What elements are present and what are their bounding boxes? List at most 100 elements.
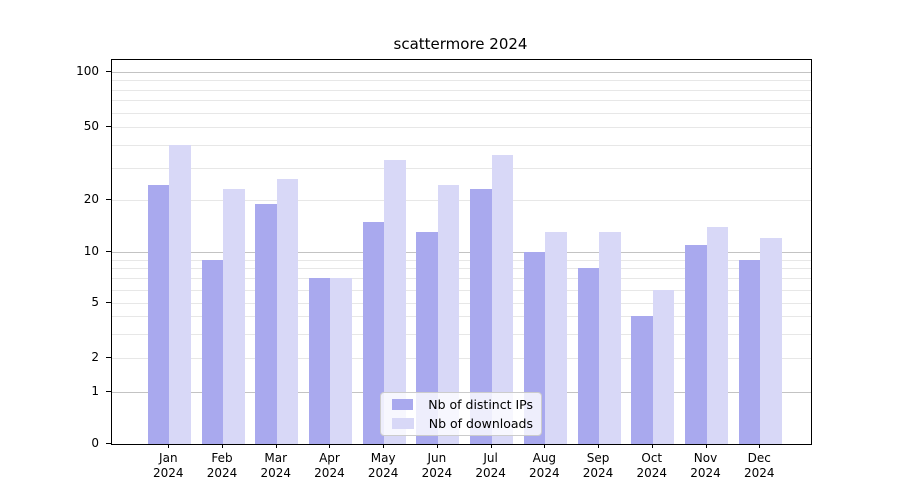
x-tick-mark: [168, 444, 170, 448]
bar-downloads-oct: [652, 289, 675, 444]
y-tick-mark: [106, 391, 111, 392]
y-tick-mark: [106, 199, 111, 200]
bar-downloads-feb: [223, 188, 245, 444]
gridline-minor: [112, 144, 811, 146]
bar-ips-sep: [577, 268, 600, 444]
bar-ips-jul: [470, 188, 492, 444]
x-tick-month: Feb: [211, 451, 233, 465]
x-tick-month: May: [370, 451, 396, 465]
bar-downloads-sep: [599, 232, 621, 444]
x-tick-mark: [705, 444, 707, 448]
x-tick-label: Jun 2024: [405, 451, 469, 481]
x-tick-mark: [275, 444, 277, 448]
legend-swatch-downloads: [392, 418, 414, 430]
x-tick-label: Sep 2024: [566, 451, 630, 481]
x-tick-year: 2024: [475, 466, 506, 480]
bar-downloads-nov: [706, 226, 728, 444]
bar-downloads-jan: [169, 144, 191, 444]
x-tick-label: Jan 2024: [136, 451, 200, 481]
x-tick-year: 2024: [367, 466, 399, 480]
gridline-minor: [112, 89, 811, 91]
x-tick-label: Jul 2024: [459, 451, 523, 481]
x-tick-month: Oct: [641, 451, 663, 465]
x-tick-mark: [598, 444, 600, 448]
y-tick-label: 20: [83, 192, 99, 206]
x-tick-mark: [436, 444, 438, 448]
x-tick-mark: [383, 444, 385, 448]
bar-downloads-dec: [760, 238, 782, 444]
bar-ips-dec: [738, 259, 761, 444]
gridline-minor: [112, 200, 811, 201]
x-tick-label: Feb 2024: [190, 451, 254, 481]
y-tick-mark: [106, 71, 111, 72]
x-tick-year: 2024: [743, 466, 775, 480]
legend-label: Nb of distinct IPs: [428, 396, 533, 412]
x-tick-year: 2024: [690, 466, 721, 480]
x-tick-label: Aug 2024: [512, 451, 576, 481]
gridline-minor: [112, 316, 811, 318]
x-tick-label: Mar 2024: [244, 451, 308, 481]
bar-downloads-jul: [491, 155, 514, 444]
x-tick-mark: [544, 444, 546, 448]
bar-downloads-aug: [545, 232, 567, 444]
bar-downloads-jun: [437, 185, 460, 444]
y-tick-label: 50: [83, 119, 99, 133]
gridline-minor: [112, 100, 811, 102]
x-tick-month: Aug: [532, 451, 557, 465]
x-tick-year: 2024: [636, 466, 668, 480]
gridline-minor: [112, 127, 811, 128]
x-tick-month: Apr: [319, 451, 340, 465]
bar-ips-jan: [147, 185, 170, 444]
gridline-minor: [112, 112, 811, 114]
bar-ips-apr: [308, 278, 331, 444]
x-tick-year: 2024: [314, 466, 345, 480]
legend-swatch-ips: [392, 398, 414, 410]
bar-downloads-apr: [330, 278, 352, 444]
bar-ips-jun: [416, 232, 438, 444]
x-tick-year: 2024: [260, 466, 291, 480]
y-tick-label: 0: [91, 436, 99, 450]
gridline-minor: [112, 80, 811, 82]
x-tick-year: 2024: [421, 466, 453, 480]
x-tick-year: 2024: [206, 466, 238, 480]
y-tick-label: 10: [83, 244, 99, 258]
bar-ips-may: [362, 221, 385, 444]
x-tick-label: Nov 2024: [674, 451, 738, 481]
legend-label: Nb of downloads: [428, 416, 533, 432]
x-tick-month: Jul: [483, 451, 498, 465]
bar-downloads-may: [384, 160, 406, 444]
y-tick-label: 2: [91, 350, 99, 364]
x-tick-mark: [329, 444, 331, 448]
y-tick-mark: [106, 443, 111, 444]
bar-ips-oct: [631, 316, 653, 444]
gridline-minor: [112, 278, 811, 280]
plot-area: [111, 59, 812, 445]
chart-title: scattermore 2024: [393, 35, 528, 53]
x-tick-year: 2024: [529, 466, 560, 480]
y-tick-label: 5: [91, 295, 99, 309]
x-tick-mark: [759, 444, 761, 448]
x-tick-label: Apr 2024: [297, 451, 361, 481]
gridline-minor: [112, 259, 811, 261]
y-tick-mark: [106, 302, 111, 303]
bar-ips-feb: [201, 259, 224, 444]
bar-ips-mar: [255, 203, 277, 444]
x-tick-mark: [222, 444, 224, 448]
x-tick-label: May 2024: [351, 451, 415, 481]
x-tick-mark: [651, 444, 653, 448]
legend: Nb of distinct IPs Nb of downloads: [380, 392, 542, 436]
legend-item: Nb of distinct IPs: [389, 396, 533, 413]
gridline-minor: [112, 289, 811, 291]
gridline-major: [112, 72, 811, 73]
gridline-minor: [112, 167, 811, 169]
x-tick-month: Dec: [747, 451, 771, 465]
x-tick-month: Sep: [586, 451, 610, 465]
gridline-minor: [112, 333, 811, 335]
x-tick-year: 2024: [153, 466, 184, 480]
y-tick-mark: [106, 357, 111, 358]
x-tick-year: 2024: [582, 466, 614, 480]
gridline-major: [112, 252, 811, 253]
y-tick-label: 1: [91, 384, 99, 398]
x-tick-month: Mar: [264, 451, 288, 465]
